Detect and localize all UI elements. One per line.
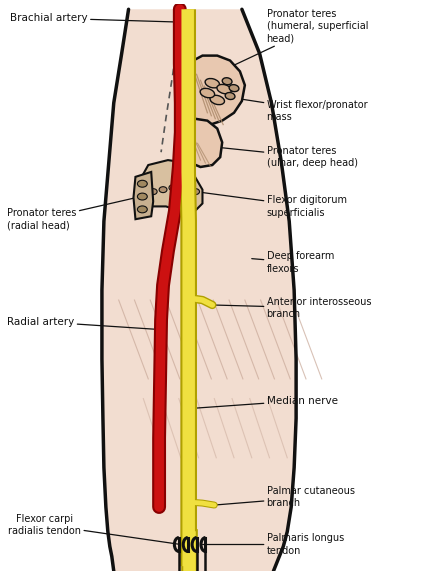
Ellipse shape <box>137 181 147 187</box>
Polygon shape <box>102 9 296 571</box>
Text: Palmaris longus
tendon: Palmaris longus tendon <box>203 533 344 555</box>
Ellipse shape <box>200 89 215 98</box>
Polygon shape <box>185 56 245 125</box>
Ellipse shape <box>205 79 220 88</box>
Text: Pronator teres
(humeral, superficial
head): Pronator teres (humeral, superficial hea… <box>227 9 368 68</box>
Text: Pronator teres
(radial head): Pronator teres (radial head) <box>7 198 136 231</box>
Text: Brachial artery: Brachial artery <box>10 13 180 23</box>
Text: Median nerve: Median nerve <box>191 396 338 408</box>
Ellipse shape <box>159 187 167 193</box>
Polygon shape <box>133 172 153 219</box>
Ellipse shape <box>169 185 177 191</box>
Text: Pronator teres
(ulnar, deep head): Pronator teres (ulnar, deep head) <box>217 146 357 168</box>
Ellipse shape <box>222 78 232 85</box>
Text: Wrist flexor/pronator
mass: Wrist flexor/pronator mass <box>234 98 367 122</box>
Polygon shape <box>180 118 222 167</box>
Polygon shape <box>136 160 203 213</box>
Text: Palmar cutaneous
branch: Palmar cutaneous branch <box>214 486 354 508</box>
Ellipse shape <box>225 93 235 99</box>
Text: Anterior interosseous
branch: Anterior interosseous branch <box>212 297 371 319</box>
Ellipse shape <box>217 85 232 94</box>
Ellipse shape <box>137 193 147 200</box>
Ellipse shape <box>210 95 224 105</box>
Text: Radial artery: Radial artery <box>7 317 161 329</box>
Text: Flexor carpi
radialis tendon: Flexor carpi radialis tendon <box>8 513 181 545</box>
Ellipse shape <box>137 206 147 213</box>
Ellipse shape <box>149 189 157 194</box>
Ellipse shape <box>229 85 239 91</box>
Text: Deep forearm
flexors: Deep forearm flexors <box>252 251 334 274</box>
Ellipse shape <box>185 185 193 191</box>
Ellipse shape <box>192 189 200 194</box>
Text: Flexor digitorum
superficialis: Flexor digitorum superficialis <box>196 191 346 217</box>
Ellipse shape <box>177 184 185 190</box>
